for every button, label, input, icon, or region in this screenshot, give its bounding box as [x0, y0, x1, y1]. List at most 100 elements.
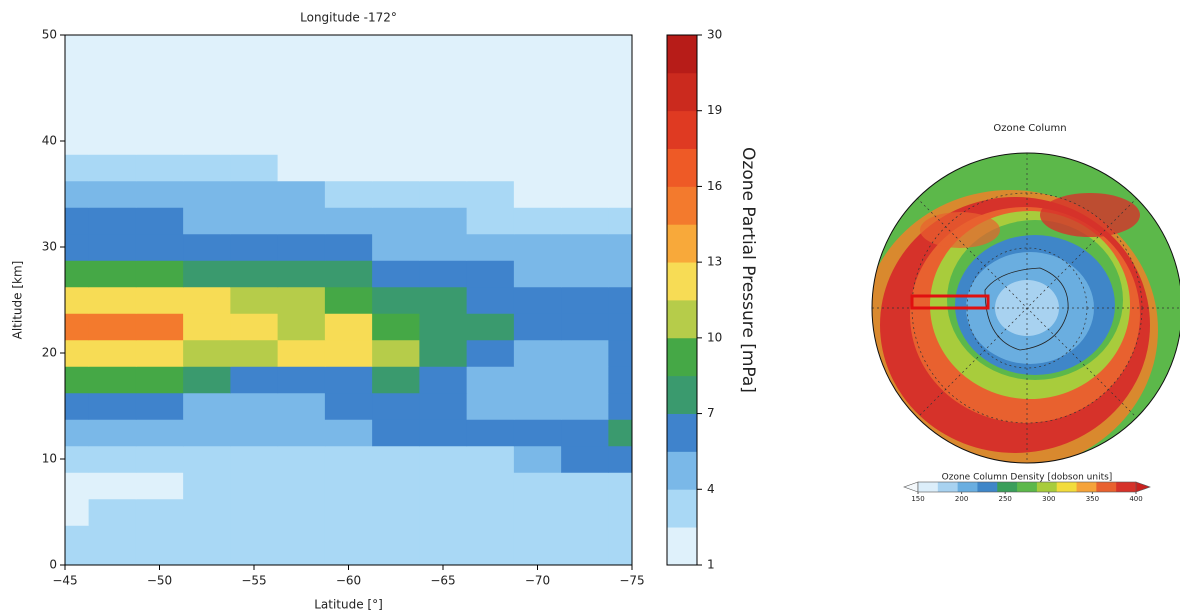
contour-cell	[183, 393, 231, 420]
contour-cell	[136, 48, 184, 75]
contour-cell	[419, 234, 467, 261]
colorbar-tick-label: 10	[707, 330, 722, 344]
contour-cell	[183, 75, 231, 102]
contour-cell	[514, 499, 562, 526]
contour-cell	[136, 260, 184, 287]
contour-cell	[514, 207, 562, 234]
contour-cell	[183, 154, 231, 181]
contour-cell	[514, 128, 562, 155]
contour-cell	[136, 287, 184, 314]
contour-cell	[561, 128, 609, 155]
colorbar-band	[1057, 482, 1077, 492]
contour-cell	[325, 48, 373, 75]
contour-cell	[230, 340, 278, 367]
contour-cell	[89, 48, 137, 75]
y-tick-label: 40	[42, 134, 57, 148]
contour-cell	[419, 48, 467, 75]
y-tick-label: 10	[42, 452, 57, 466]
contour-cell	[183, 287, 231, 314]
contour-cell	[278, 181, 326, 208]
colorbar-band	[667, 300, 697, 338]
contour-cell	[325, 340, 373, 367]
contour-cell	[136, 128, 184, 155]
contour-cell	[183, 128, 231, 155]
colorbar-extend-low	[904, 482, 918, 492]
contour-cell	[136, 472, 184, 499]
contour-cell	[467, 101, 515, 128]
contour-field	[41, 22, 656, 579]
contour-cell	[514, 393, 562, 420]
contour-cell	[278, 75, 326, 102]
contour-cell	[561, 366, 609, 393]
contour-cell	[467, 419, 515, 446]
contour-cell	[325, 472, 373, 499]
contour-cell	[419, 128, 467, 155]
colorbar-tick-label: 13	[707, 255, 722, 269]
contour-cell	[372, 446, 420, 473]
contour-cell	[230, 287, 278, 314]
contour-cell	[278, 366, 326, 393]
contour-cell	[561, 393, 609, 420]
contour-cell	[325, 419, 373, 446]
contour-panel: −45−50−55−60−65−70−7501020304050Longitud…	[11, 11, 759, 612]
y-tick-label: 20	[42, 346, 57, 360]
contour-cell	[561, 313, 609, 340]
contour-cell	[136, 525, 184, 552]
contour-cell	[89, 340, 137, 367]
contour-cell	[467, 181, 515, 208]
colorbar-tick-label: 150	[911, 495, 924, 503]
colorbar-band	[1037, 482, 1057, 492]
contour-cell	[89, 472, 137, 499]
map-panel: Ozone ColumnOzone Column Density [dobson…	[862, 123, 1180, 503]
contour-cell	[419, 340, 467, 367]
contour-cell	[561, 446, 609, 473]
contour-cell	[136, 366, 184, 393]
contour-cell	[136, 313, 184, 340]
contour-cell	[561, 472, 609, 499]
colorbar-band	[958, 482, 978, 492]
contour-cell	[419, 313, 467, 340]
contour-cell	[230, 446, 278, 473]
x-tick-label: −55	[241, 574, 266, 588]
contour-cell	[372, 366, 420, 393]
contour-cell	[325, 287, 373, 314]
contour-cell	[419, 207, 467, 234]
colorbar-band	[667, 414, 697, 452]
contour-cell	[372, 234, 420, 261]
contour-cell	[514, 260, 562, 287]
contour-cell	[89, 393, 137, 420]
contour-cell	[561, 525, 609, 552]
contour-cell	[467, 313, 515, 340]
contour-cell	[89, 419, 137, 446]
x-tick-label: −65	[430, 574, 455, 588]
contour-cell	[372, 48, 420, 75]
contour-cell	[325, 207, 373, 234]
contour-cell	[419, 366, 467, 393]
contour-cell	[278, 419, 326, 446]
contour-cell	[230, 313, 278, 340]
contour-cell	[89, 313, 137, 340]
contour-cell	[561, 287, 609, 314]
map-title: Ozone Column	[993, 123, 1066, 134]
contour-cell	[514, 525, 562, 552]
colorbar-band	[1077, 482, 1097, 492]
contour-cell	[230, 472, 278, 499]
contour-cell	[372, 525, 420, 552]
contour-cell	[467, 207, 515, 234]
contour-cell	[467, 287, 515, 314]
contour-cell	[514, 75, 562, 102]
contour-cell	[230, 75, 278, 102]
contour-cell	[467, 260, 515, 287]
contour-cell	[136, 154, 184, 181]
contour-cell	[136, 181, 184, 208]
contour-cell	[89, 154, 137, 181]
contour-cell	[514, 419, 562, 446]
contour-cell	[89, 234, 137, 261]
contour-cell	[136, 101, 184, 128]
y-tick-label: 30	[42, 240, 57, 254]
contour-cell	[278, 340, 326, 367]
x-tick-label: −75	[619, 574, 644, 588]
contour-cell	[467, 472, 515, 499]
colorbar-band	[667, 224, 697, 262]
contour-cell	[419, 154, 467, 181]
